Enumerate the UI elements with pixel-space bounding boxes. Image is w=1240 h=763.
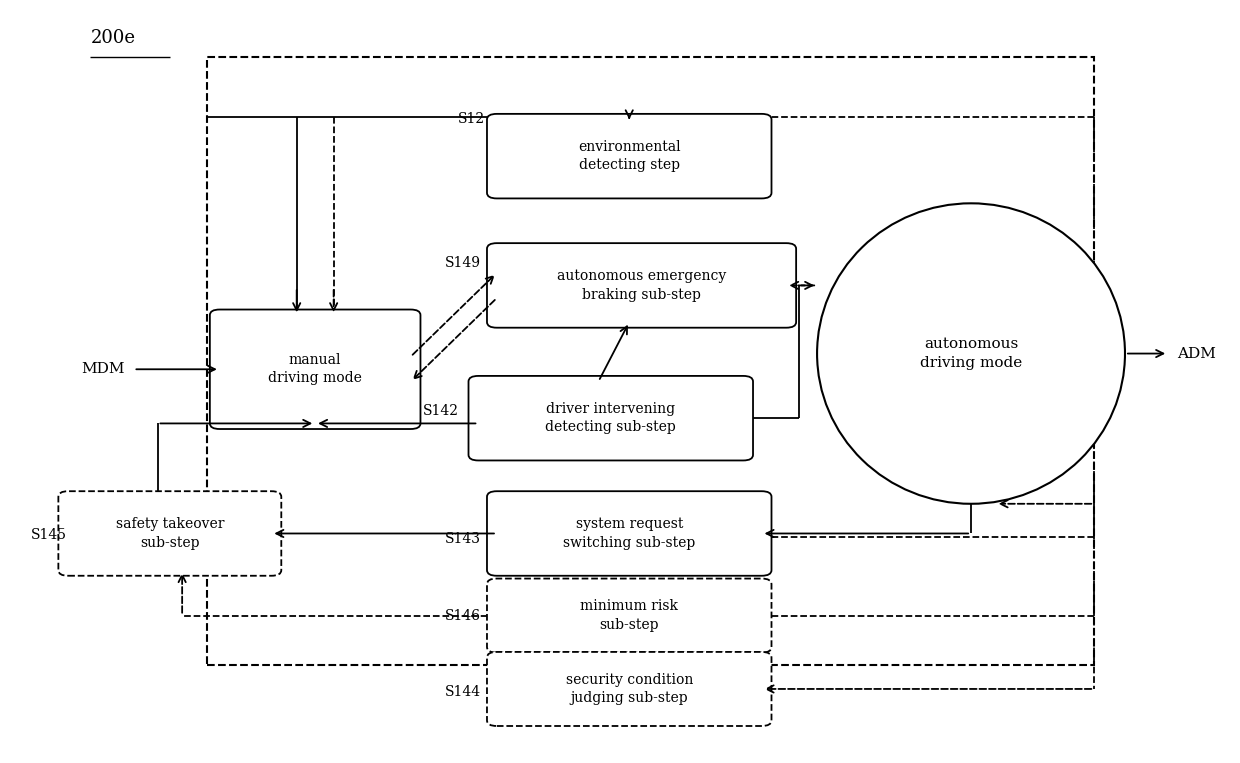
Ellipse shape xyxy=(817,203,1125,504)
Text: autonomous emergency
braking sub-step: autonomous emergency braking sub-step xyxy=(557,269,727,301)
Text: security condition
judging sub-step: security condition judging sub-step xyxy=(565,673,693,705)
FancyBboxPatch shape xyxy=(487,578,771,652)
FancyBboxPatch shape xyxy=(487,491,771,576)
Text: S144: S144 xyxy=(445,685,481,700)
Text: S142: S142 xyxy=(423,404,459,418)
FancyBboxPatch shape xyxy=(487,652,771,726)
Text: manual
driving mode: manual driving mode xyxy=(268,353,362,385)
Text: minimum risk
sub-step: minimum risk sub-step xyxy=(580,600,678,632)
Text: driver intervening
detecting sub-step: driver intervening detecting sub-step xyxy=(546,402,676,434)
FancyBboxPatch shape xyxy=(487,243,796,327)
Text: environmental
detecting step: environmental detecting step xyxy=(578,140,681,172)
Text: S145: S145 xyxy=(31,528,67,542)
FancyBboxPatch shape xyxy=(58,491,281,576)
Text: 200e: 200e xyxy=(91,29,135,47)
FancyBboxPatch shape xyxy=(210,310,420,429)
FancyBboxPatch shape xyxy=(487,114,771,198)
Text: S146: S146 xyxy=(445,609,481,623)
Text: ADM: ADM xyxy=(1177,346,1215,361)
Text: safety takeover
sub-step: safety takeover sub-step xyxy=(115,517,224,549)
Text: system request
switching sub-step: system request switching sub-step xyxy=(563,517,696,549)
Text: S143: S143 xyxy=(445,532,481,546)
Text: autonomous
driving mode: autonomous driving mode xyxy=(920,337,1022,370)
Text: MDM: MDM xyxy=(82,362,125,376)
FancyBboxPatch shape xyxy=(469,376,753,460)
Text: S12: S12 xyxy=(458,112,485,127)
Text: S149: S149 xyxy=(445,256,481,269)
